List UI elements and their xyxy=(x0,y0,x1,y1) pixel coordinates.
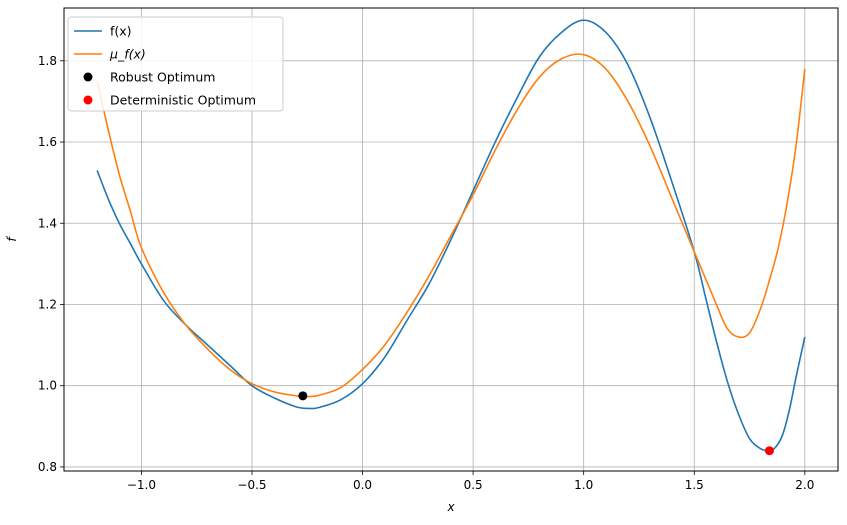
series-layer xyxy=(96,19,806,452)
legend-marker-deterministic xyxy=(83,95,93,105)
grid xyxy=(64,8,838,471)
legend-box xyxy=(67,16,284,112)
x-tick-label: −0.5 xyxy=(237,478,266,492)
points-layer xyxy=(298,391,774,456)
plot-frame xyxy=(63,7,839,472)
y-tick-label: 1.2 xyxy=(38,297,57,311)
ticks: −1.0 −0.5 0.0 0.5 1.0 1.5 2.0 0.8 1.0 1.2 1.4 1.6 1.… xyxy=(38,54,814,492)
x-tick-label: −1.0 xyxy=(127,478,156,492)
y-tick-label: 1.8 xyxy=(38,54,57,68)
y-axis-label: f xyxy=(5,236,19,242)
y-tick-label: 0.8 xyxy=(38,460,57,474)
legend-label-robust: Robust Optimum xyxy=(110,70,215,85)
x-tick-label: 0.0 xyxy=(353,478,372,492)
legend-label-deterministic: Deterministic Optimum xyxy=(110,93,256,108)
robust-optimum-point xyxy=(298,391,308,401)
series-line-f xyxy=(96,19,806,452)
y-tick-label: 1.4 xyxy=(38,216,57,230)
x-tick-label: 0.5 xyxy=(464,478,483,492)
legend-label-f: f(x) xyxy=(110,24,132,39)
series-line-mu xyxy=(96,53,806,398)
y-tick-label: 1.6 xyxy=(38,135,57,149)
x-tick-label: 1.5 xyxy=(685,478,704,492)
deterministic-optimum-point xyxy=(764,446,774,456)
y-tick-label: 1.0 xyxy=(38,379,57,393)
legend-marker-robust xyxy=(83,72,93,82)
x-tick-label: 2.0 xyxy=(795,478,814,492)
x-tick-label: 1.0 xyxy=(574,478,593,492)
x-axis-label: x xyxy=(446,500,455,514)
legend: f(x) μ_f(x) Robust Optimum Deterministic… xyxy=(67,16,284,112)
legend-label-mu: μ_f(x) xyxy=(109,47,146,62)
